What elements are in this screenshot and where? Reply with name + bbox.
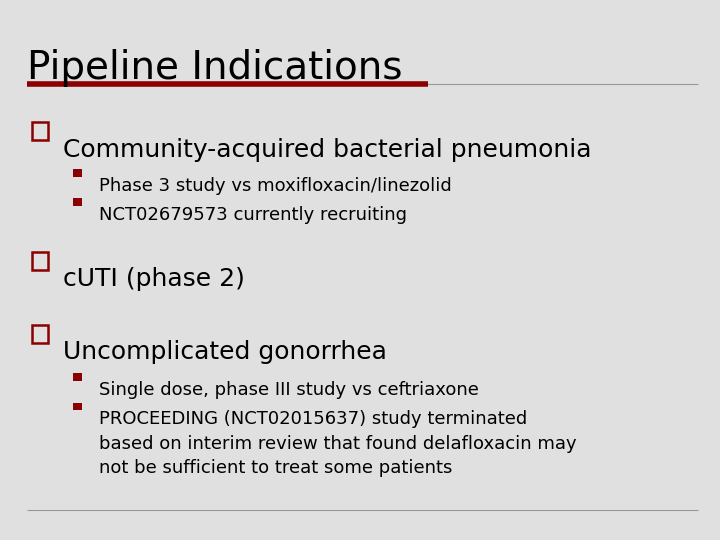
Text: Single dose, phase III study vs ceftriaxone: Single dose, phase III study vs ceftriax… xyxy=(99,381,480,399)
Text: Community-acquired bacterial pneumonia: Community-acquired bacterial pneumonia xyxy=(63,138,592,161)
Text: Phase 3 study vs moxifloxacin/linezolid: Phase 3 study vs moxifloxacin/linezolid xyxy=(99,177,452,195)
Text: cUTI (phase 2): cUTI (phase 2) xyxy=(63,267,246,291)
Text: NCT02679573 currently recruiting: NCT02679573 currently recruiting xyxy=(99,206,408,224)
FancyBboxPatch shape xyxy=(32,325,48,342)
Text: PROCEEDING (NCT02015637) study terminated
based on interim review that found del: PROCEEDING (NCT02015637) study terminate… xyxy=(99,410,577,477)
FancyBboxPatch shape xyxy=(73,199,82,206)
FancyBboxPatch shape xyxy=(73,373,82,381)
FancyBboxPatch shape xyxy=(32,122,48,140)
FancyBboxPatch shape xyxy=(73,403,82,410)
FancyBboxPatch shape xyxy=(32,252,48,269)
FancyBboxPatch shape xyxy=(73,170,82,177)
Text: Uncomplicated gonorrhea: Uncomplicated gonorrhea xyxy=(63,340,387,364)
Text: Pipeline Indications: Pipeline Indications xyxy=(27,49,403,86)
